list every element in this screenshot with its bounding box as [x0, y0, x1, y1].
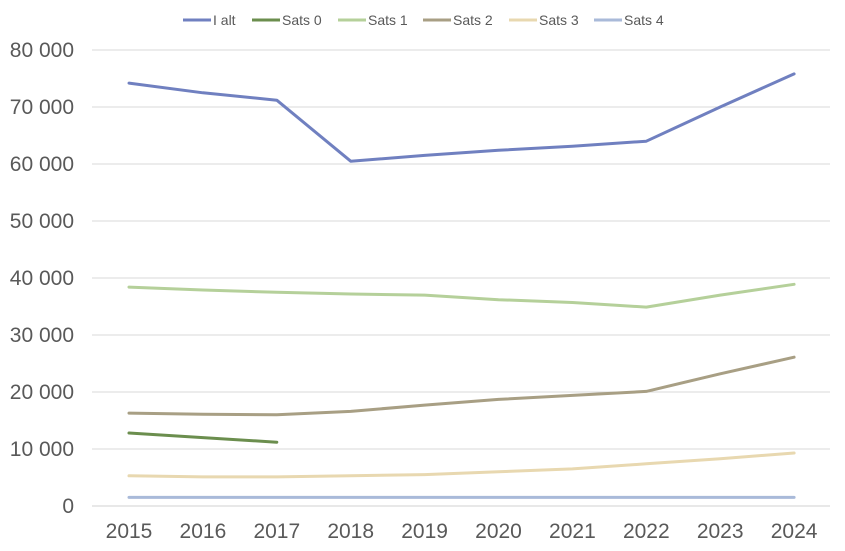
- x-tick-label: 2023: [697, 520, 744, 543]
- x-tick-label: 2024: [771, 520, 818, 543]
- x-axis-tick-labels: 2015 2016 2017 2018 2019 2020 2021 2022 2023 2024: [106, 520, 818, 543]
- gridlines: [92, 49, 830, 507]
- legend-label: I alt: [213, 12, 236, 28]
- legend-label: Sats 3: [539, 12, 579, 28]
- x-tick-label: 2021: [549, 520, 596, 543]
- y-tick-label: 50 000: [10, 210, 74, 233]
- x-tick-label: 2017: [253, 520, 300, 543]
- series-line-sats-2: [127, 355, 796, 417]
- y-tick-label: 70 000: [10, 96, 74, 119]
- x-tick-label: 2019: [401, 520, 448, 543]
- series-line-sats-3: [127, 451, 796, 479]
- y-tick-label: 80 000: [10, 39, 74, 62]
- x-tick-label: 2015: [106, 520, 153, 543]
- x-tick-label: 2018: [327, 520, 374, 543]
- series-lines: [127, 72, 796, 499]
- y-tick-label: 20 000: [10, 381, 74, 404]
- legend-label: Sats 0: [282, 12, 322, 28]
- y-tick-label: 0: [62, 495, 74, 518]
- legend: I alt Sats 0 Sats 1 Sats 2 Sats 3 Sats 4: [183, 12, 664, 28]
- y-tick-label: 60 000: [10, 153, 74, 176]
- y-tick-label: 10 000: [10, 438, 74, 461]
- legend-label: Sats 4: [624, 12, 664, 28]
- series-line-sats-1: [127, 282, 796, 309]
- x-tick-label: 2020: [475, 520, 522, 543]
- x-tick-label: 2022: [623, 520, 670, 543]
- series-line-i-alt: [127, 72, 796, 163]
- y-tick-label: 30 000: [10, 324, 74, 347]
- series-line-sats-0: [127, 431, 279, 444]
- y-tick-label: 40 000: [10, 267, 74, 290]
- x-tick-label: 2016: [180, 520, 227, 543]
- legend-label: Sats 2: [453, 12, 493, 28]
- y-axis-tick-labels: 0 10 000 20 000 30 000 40 000 50 000 60 000 70 …: [10, 39, 74, 518]
- legend-label: Sats 1: [368, 12, 408, 28]
